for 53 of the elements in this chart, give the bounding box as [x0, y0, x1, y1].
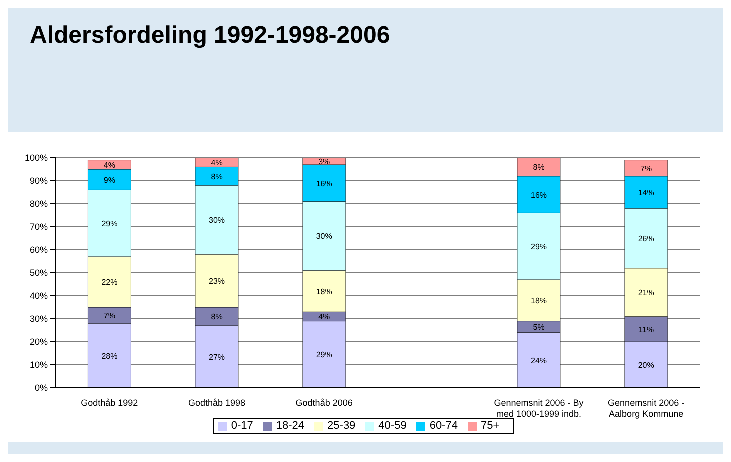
data-label: 29% — [316, 350, 332, 360]
data-label: 3% — [318, 157, 330, 166]
data-label: 23% — [209, 277, 226, 286]
chart-title: Aldersfordeling 1992-1998-2006 — [30, 22, 390, 50]
data-label: 29% — [102, 220, 118, 229]
y-tick-label: 50% — [30, 268, 48, 278]
data-label: 24% — [531, 356, 548, 366]
data-label: 29% — [531, 242, 548, 252]
x-tick-label: Godthåb 1992 — [81, 398, 138, 408]
data-label: 11% — [638, 325, 654, 334]
data-label: 5% — [533, 323, 545, 332]
data-label: 9% — [104, 176, 116, 185]
y-tick-label: 0% — [34, 383, 48, 394]
data-label: 7% — [104, 312, 116, 321]
data-label: 30% — [209, 216, 226, 226]
y-tick-label: 90% — [30, 176, 48, 186]
data-label: 30% — [316, 232, 332, 242]
y-tick-label: 40% — [30, 291, 48, 302]
y-tick-label: 80% — [30, 199, 48, 210]
data-label: 18% — [316, 287, 332, 296]
data-label: 4% — [104, 160, 116, 170]
legend-label: 75+ — [480, 420, 500, 432]
legend-label: 60-74 — [430, 420, 458, 432]
data-label: 8% — [211, 312, 223, 322]
data-label: 26% — [638, 234, 654, 244]
y-tick-label: 100% — [24, 153, 48, 164]
data-label: 7% — [640, 164, 652, 174]
data-label: 27% — [209, 352, 226, 362]
legend-label: 25-39 — [328, 420, 356, 432]
data-label: 22% — [102, 278, 118, 288]
data-label: 8% — [533, 163, 545, 172]
legend-label: 18-24 — [276, 420, 305, 432]
data-label: 14% — [638, 188, 654, 198]
data-label: 16% — [531, 190, 548, 200]
data-label: 4% — [211, 158, 223, 168]
y-tick-label: 70% — [30, 222, 48, 232]
y-tick-label: 20% — [30, 337, 48, 348]
data-label: 21% — [638, 288, 654, 298]
legend-label: 40-59 — [378, 420, 407, 432]
y-tick-label: 30% — [30, 314, 48, 324]
x-tick-label: Godthåb 1998 — [188, 398, 246, 408]
x-tick-label: Godthåb 2006 — [296, 398, 353, 408]
data-label: 18% — [531, 296, 548, 306]
data-label: 28% — [102, 352, 118, 361]
data-label: 20% — [638, 361, 654, 370]
y-tick-label: 60% — [30, 245, 48, 256]
data-label: 16% — [316, 179, 332, 188]
data-label: 4% — [318, 312, 330, 322]
legend-label: 0-17 — [231, 420, 254, 432]
y-tick-label: 10% — [30, 360, 48, 370]
x-tick-label: Gennemsnit 2006 - Aalborg Kommune — [608, 398, 685, 419]
x-tick-label: Gennemsnit 2006 - By med 1000-1999 indb. — [494, 398, 584, 419]
data-label: 8% — [211, 172, 223, 182]
